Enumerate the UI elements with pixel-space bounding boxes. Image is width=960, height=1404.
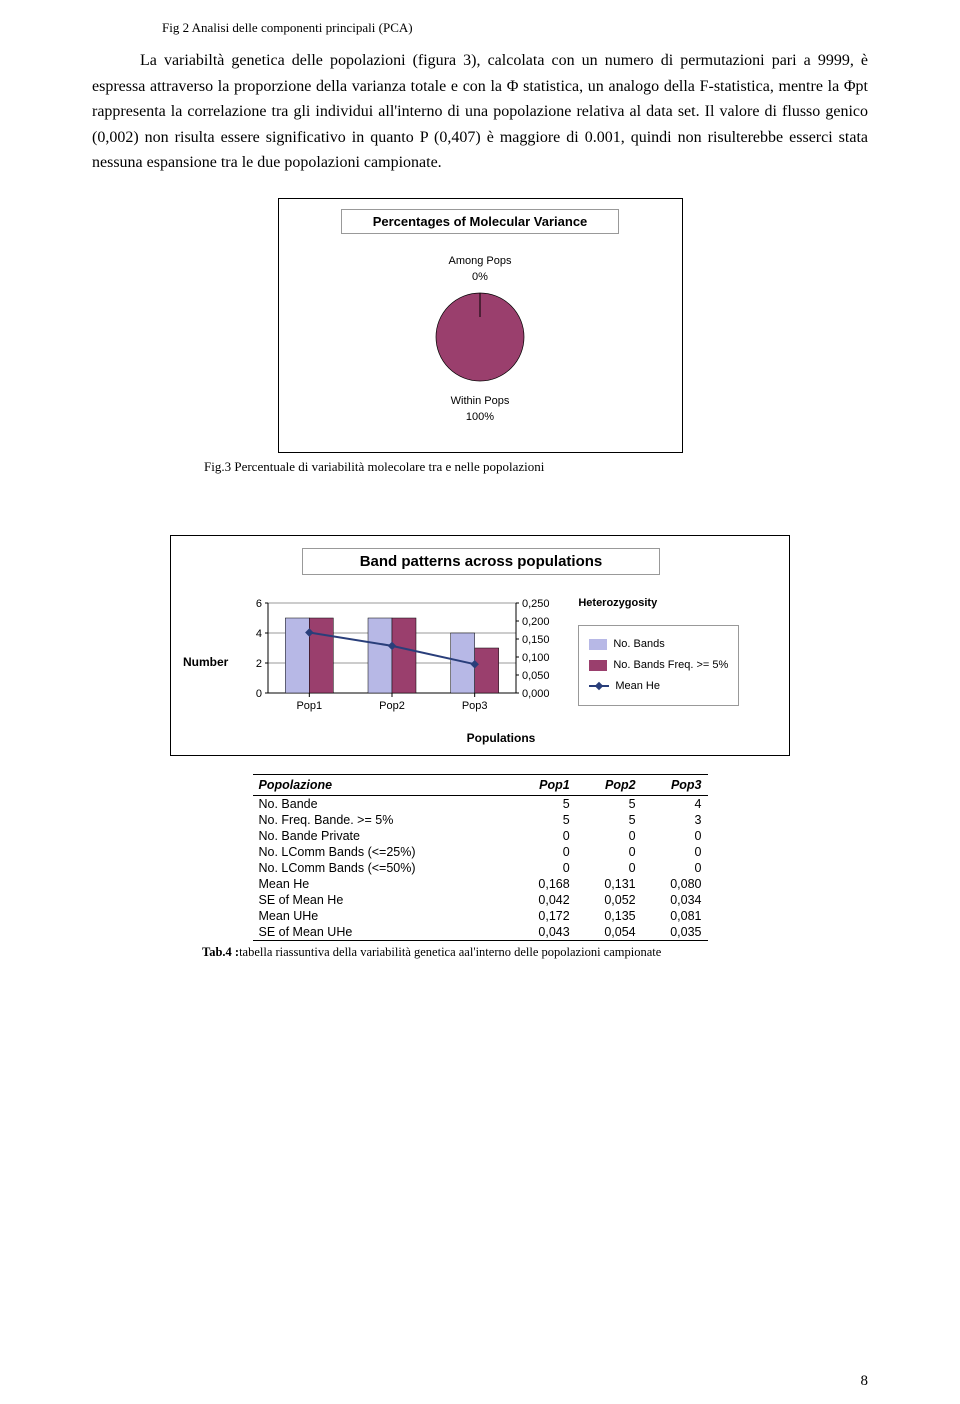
- legend-label-mean-he: Mean He: [615, 676, 660, 697]
- table-caption-text: tabella riassuntiva della variabilità ge…: [239, 945, 661, 959]
- pie-label-within-2: 100%: [287, 410, 674, 424]
- bar-chart-svg: 0 2 4 6 0,250 0,200 0,150 0,100 0,050 0,000 Pop1 Po…: [238, 597, 568, 727]
- legend-item-mean-he: Mean He: [589, 676, 728, 697]
- svg-text:0,000: 0,000: [522, 688, 550, 700]
- pie-svg: [287, 287, 674, 392]
- legend-label-bands: No. Bands: [613, 634, 664, 655]
- data-table-wrap: PopolazionePop1Pop2Pop3No. Bande554No. F…: [253, 774, 708, 941]
- pie-label-among-1: Among Pops: [287, 254, 674, 268]
- page-number: 8: [861, 1373, 869, 1390]
- svg-text:0,150: 0,150: [522, 634, 550, 646]
- svg-text:4: 4: [256, 628, 262, 640]
- legend-item-bands: No. Bands: [589, 634, 728, 655]
- pie-label-within-1: Within Pops: [287, 394, 674, 408]
- svg-text:6: 6: [256, 598, 262, 610]
- svg-text:0,100: 0,100: [522, 652, 550, 664]
- pie-caption: Fig.3 Percentuale di variabilità molecol…: [92, 459, 868, 475]
- x-axis-label: Populations: [223, 731, 779, 745]
- body-paragraph: La variabiltà genetica delle popolazioni…: [92, 48, 868, 176]
- legend-item-bands-freq: No. Bands Freq. >= 5%: [589, 655, 728, 676]
- swatch-mean-he: [589, 685, 609, 687]
- legend-box: No. Bands No. Bands Freq. >= 5% Mean He: [578, 625, 739, 706]
- swatch-bands: [589, 639, 607, 650]
- pie-title: Percentages of Molecular Variance: [341, 209, 620, 234]
- data-table: PopolazionePop1Pop2Pop3No. Bande554No. F…: [253, 774, 708, 941]
- legend-title: Heterozygosity: [578, 597, 739, 609]
- svg-text:0: 0: [256, 688, 262, 700]
- svg-text:Pop3: Pop3: [462, 700, 488, 712]
- paragraph-text: La variabiltà genetica delle popolazioni…: [92, 52, 868, 171]
- table-caption: Tab.4 :tabella riassuntiva della variabi…: [92, 945, 868, 960]
- svg-text:0,050: 0,050: [522, 670, 550, 682]
- svg-text:Pop1: Pop1: [297, 700, 323, 712]
- pie-label-among-2: 0%: [287, 270, 674, 284]
- y-left-axis-label: Number: [183, 655, 228, 669]
- bar-title: Band patterns across populations: [302, 548, 660, 575]
- legend-label-bands-freq: No. Bands Freq. >= 5%: [613, 655, 728, 676]
- bar-chart-block: Band patterns across populations Number …: [170, 535, 790, 756]
- svg-text:Pop2: Pop2: [379, 700, 405, 712]
- svg-text:0,200: 0,200: [522, 616, 550, 628]
- svg-text:0,250: 0,250: [522, 598, 550, 610]
- pie-chart-block: Percentages of Molecular Variance Among …: [278, 198, 683, 453]
- fig2-label: Fig 2 Analisi delle componenti principal…: [92, 20, 868, 36]
- svg-text:2: 2: [256, 658, 262, 670]
- swatch-bands-freq: [589, 660, 607, 671]
